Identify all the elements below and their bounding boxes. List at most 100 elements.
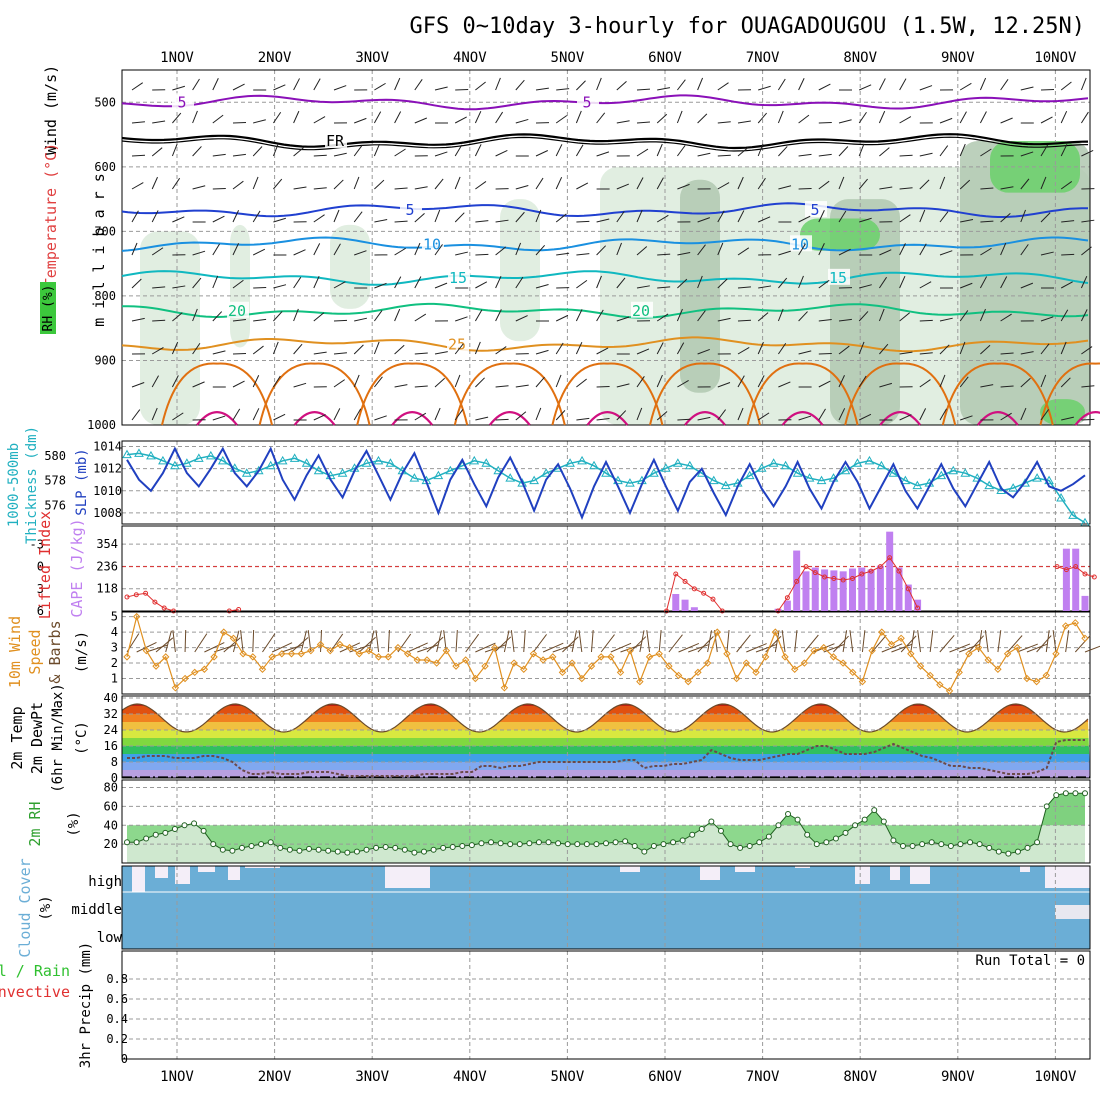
cloud-labels: Cloud Cover (%) high middle low — [16, 858, 123, 957]
upper-barb-1-3 — [151, 176, 158, 190]
wind-barb-35 — [455, 630, 458, 653]
upper-barb-46-4 — [1061, 220, 1075, 223]
wind-speed-line — [126, 614, 1086, 692]
li-point-62 — [691, 586, 697, 592]
slp-frame — [121, 440, 1091, 525]
rh2m-point-29 — [392, 844, 399, 851]
upper-barb-6-7 — [253, 318, 267, 322]
wind-point-62 — [713, 628, 721, 636]
li-point-6 — [171, 608, 177, 614]
wind-barb-58 — [678, 643, 700, 653]
upper-barb-8-3 — [293, 186, 307, 190]
upper-ytick-800: 800 — [94, 289, 116, 303]
upper-barb-34-8 — [818, 352, 832, 355]
wind10-unit: (m/s) — [74, 631, 90, 673]
wind-point-94 — [1023, 674, 1031, 683]
upper-barb-37-1 — [878, 110, 886, 124]
wind-point-9 — [200, 665, 209, 673]
upper-barb-36-8 — [858, 341, 865, 355]
rh2m-point-27 — [373, 844, 380, 851]
upper-barb-3-5 — [192, 250, 206, 256]
rh-ytick-20: 20 — [104, 837, 118, 851]
wind-barb-39 — [494, 636, 512, 653]
upper-barb-8-1 — [293, 110, 300, 124]
upper-barb-9-0 — [313, 78, 321, 91]
upper-ytick-1000: 1000 — [87, 418, 116, 432]
upper-barb-37-8 — [879, 343, 889, 355]
wind-point-90 — [984, 656, 992, 664]
wind-barb-12 — [232, 630, 240, 653]
rh2m-label: 2m RH — [26, 801, 44, 846]
upper-barb-31-4 — [757, 216, 771, 223]
upper-barb-45-3 — [1040, 176, 1047, 190]
upper-barb-5-5 — [232, 243, 240, 256]
cloud-gap-5 — [228, 866, 240, 880]
rh2m-point-61 — [698, 826, 705, 833]
upper-barb-43-4 — [1000, 213, 1011, 223]
thickness-point-1 — [122, 449, 132, 459]
upper-barb-37-6 — [878, 276, 888, 289]
wind-point-82 — [907, 650, 915, 658]
upper-barb-0-1 — [131, 121, 145, 124]
upper-barb-15-2 — [434, 151, 448, 157]
li-point-82 — [877, 564, 883, 570]
isotherm-5-1 — [121, 94, 1089, 111]
upper-barb-19-9 — [515, 384, 529, 388]
upper-barb-34-2 — [818, 153, 832, 157]
wind-barb-71 — [803, 634, 819, 653]
rh2m-point-38 — [478, 840, 485, 847]
isotherm-label-bg-3-0 — [422, 235, 444, 252]
rh2m-point-41 — [507, 841, 514, 848]
temp-ytick-0: 0 — [111, 771, 118, 785]
rh2m-point-52 — [612, 839, 619, 846]
rh2m-point-88 — [957, 841, 964, 848]
li-point-84 — [896, 568, 902, 574]
wind10-label-1: 10m Wind — [6, 616, 24, 688]
rh2m-point-85 — [928, 839, 935, 846]
cloud-gap-9 — [700, 866, 720, 880]
temp-label-1: 2m Temp — [8, 706, 26, 769]
upper-barb-26-0 — [657, 87, 671, 91]
upper-barb-5-6 — [232, 279, 244, 289]
wind-barb-45 — [552, 644, 574, 653]
wind-barb-69 — [781, 630, 786, 653]
upper-barb-42-7 — [979, 308, 986, 322]
rh2m-point-73 — [813, 841, 820, 848]
upper-barb-7-10 — [273, 413, 286, 421]
cloud-gap-11 — [795, 866, 810, 868]
rh2m-point-42 — [516, 841, 523, 848]
li-line-65 — [666, 573, 723, 612]
cape-bar-77 — [830, 570, 838, 611]
upper-barb-29-1 — [717, 121, 731, 124]
upper-barb-45-1 — [1040, 116, 1053, 124]
upper-ytick-900: 900 — [94, 353, 116, 367]
precip-ytick-0.8: 0.8 — [106, 972, 128, 986]
upper-barb-25-8 — [636, 348, 650, 355]
isotherm-30-loop-8 — [844, 362, 957, 426]
rh2m-point-36 — [459, 843, 466, 850]
upper-barb-22-6 — [576, 279, 588, 289]
rh2m-point-56 — [650, 843, 657, 850]
upper-barb-2-0 — [172, 85, 185, 91]
upper-barb-13-9 — [394, 384, 408, 388]
upper-barb-30-2 — [737, 147, 749, 157]
upper-barb-16-8 — [454, 343, 464, 355]
upper-barb-28-8 — [697, 348, 710, 355]
wind-point-53 — [626, 646, 634, 655]
thickness-point-75 — [1008, 483, 1019, 492]
upper-barb-45-9 — [1040, 374, 1047, 388]
wind-point-30 — [403, 650, 412, 658]
wind-barb-4 — [155, 637, 174, 653]
wind-point-18 — [287, 650, 296, 658]
upper-barb-30-3 — [737, 176, 744, 190]
upper-barb-44-5 — [1020, 244, 1029, 256]
wind-point-21 — [316, 640, 325, 649]
thickness-point-59 — [816, 475, 827, 485]
upper-barb-5-9 — [232, 380, 245, 388]
upper-barb-19-5 — [515, 242, 522, 256]
upper-barb-20-5 — [535, 244, 546, 256]
isotherm-35-loop-4 — [488, 411, 531, 426]
rh2m-point-57 — [660, 841, 667, 848]
upper-barb-12-8 — [373, 341, 380, 355]
upper-barb-14-1 — [414, 117, 427, 124]
